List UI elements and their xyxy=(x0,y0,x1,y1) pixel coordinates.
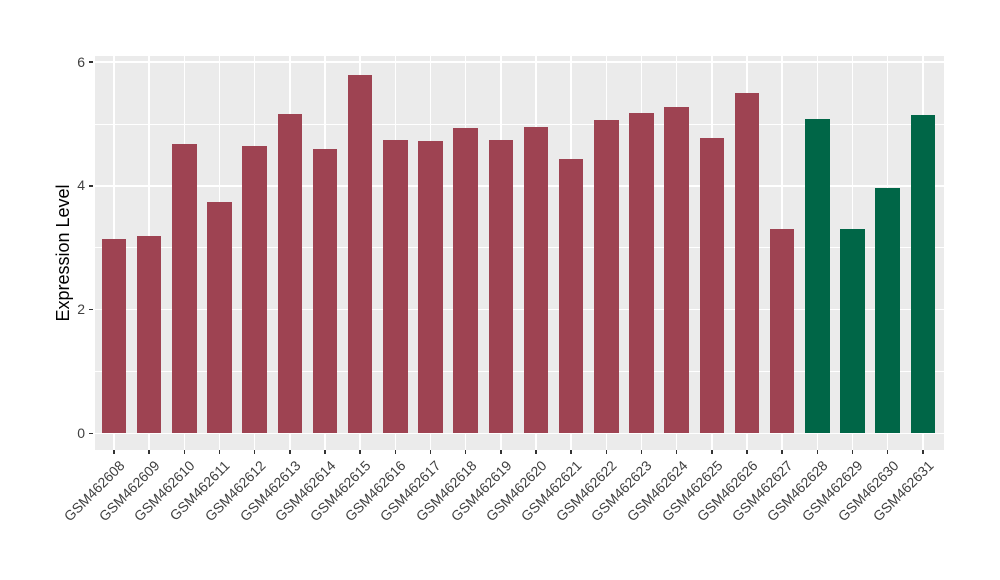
x-tick-mark xyxy=(605,450,608,454)
x-tick-mark xyxy=(851,450,854,454)
bar-GSM462624 xyxy=(664,106,689,434)
x-tick-mark xyxy=(570,450,572,454)
major-gridline xyxy=(95,185,944,187)
bar-GSM462630 xyxy=(875,187,900,434)
bar-GSM462610 xyxy=(172,144,197,434)
y-tick-mark xyxy=(89,185,93,187)
bar-GSM462619 xyxy=(488,139,514,434)
x-tick-mark xyxy=(113,450,115,454)
minor-gridline xyxy=(95,123,944,125)
x-tick-mark xyxy=(781,450,783,454)
bar-GSM462628 xyxy=(805,119,830,434)
y-tick-label: 2 xyxy=(77,301,85,318)
y-tick-label: 4 xyxy=(77,177,85,194)
bar-GSM462613 xyxy=(277,113,303,434)
x-tick-mark xyxy=(324,450,326,454)
x-tick-mark xyxy=(218,450,221,454)
bar-GSM462631 xyxy=(910,115,936,434)
bar-GSM462611 xyxy=(207,201,232,434)
bar-GSM462626 xyxy=(734,92,760,434)
bar-GSM462620 xyxy=(523,126,549,434)
bar-GSM462618 xyxy=(453,128,478,434)
y-tick-mark xyxy=(89,432,93,435)
bar-GSM462625 xyxy=(699,138,725,434)
minor-gridline xyxy=(95,247,944,249)
major-gridline xyxy=(95,432,944,435)
y-axis-title: Expression Level xyxy=(53,184,73,322)
x-tick-mark xyxy=(394,450,397,454)
x-tick-mark xyxy=(464,450,467,454)
minor-gridline xyxy=(95,370,944,372)
bar-GSM462616 xyxy=(383,139,408,434)
x-tick-mark xyxy=(816,450,819,454)
x-tick-mark xyxy=(429,450,432,454)
x-tick-mark xyxy=(253,450,256,454)
x-tick-mark xyxy=(500,450,502,454)
bar-GSM462608 xyxy=(101,239,127,434)
y-tick-mark xyxy=(89,308,93,311)
y-tick-label: 0 xyxy=(77,424,85,441)
x-tick-mark xyxy=(675,450,678,454)
bar-GSM462623 xyxy=(629,112,654,434)
x-tick-mark xyxy=(746,450,748,454)
x-tick-mark xyxy=(289,450,291,454)
bar-GSM462622 xyxy=(594,119,619,434)
x-tick-mark xyxy=(359,450,361,454)
bar-GSM462617 xyxy=(418,140,443,434)
x-tick-mark xyxy=(183,450,186,454)
plot-panel xyxy=(95,56,944,450)
major-gridline xyxy=(95,61,944,63)
x-tick-mark xyxy=(711,450,713,454)
x-tick-mark xyxy=(535,450,537,454)
bar-GSM462627 xyxy=(769,229,795,434)
x-tick-mark xyxy=(148,450,150,454)
bar-GSM462615 xyxy=(347,74,373,434)
bar-GSM462612 xyxy=(242,146,267,434)
x-tick-mark xyxy=(886,450,889,454)
x-tick-mark xyxy=(922,450,924,454)
major-gridline xyxy=(95,308,944,311)
y-tick-mark xyxy=(89,61,93,63)
x-tick-mark xyxy=(640,450,643,454)
bar-GSM462614 xyxy=(312,148,338,434)
y-tick-label: 6 xyxy=(77,53,85,70)
bar-GSM462629 xyxy=(840,228,865,434)
bar-GSM462621 xyxy=(558,159,584,434)
bar-GSM462609 xyxy=(136,235,162,434)
